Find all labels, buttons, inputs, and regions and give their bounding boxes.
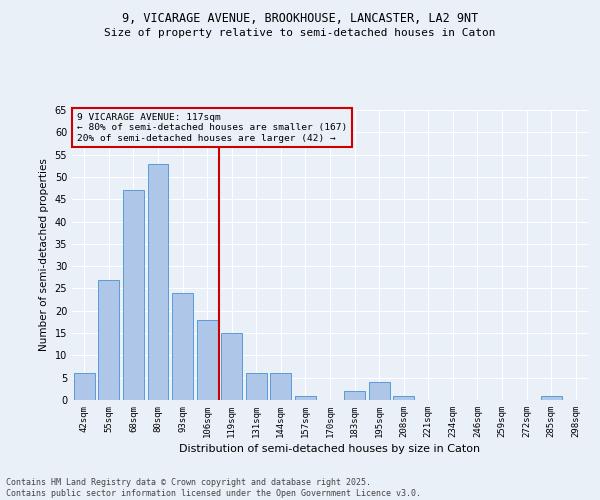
Bar bbox=[123, 190, 144, 400]
Bar bbox=[344, 391, 365, 400]
Bar bbox=[148, 164, 169, 400]
Y-axis label: Number of semi-detached properties: Number of semi-detached properties bbox=[39, 158, 49, 352]
Text: Size of property relative to semi-detached houses in Caton: Size of property relative to semi-detach… bbox=[104, 28, 496, 38]
Bar bbox=[541, 396, 562, 400]
Text: 9 VICARAGE AVENUE: 117sqm
← 80% of semi-detached houses are smaller (167)
20% of: 9 VICARAGE AVENUE: 117sqm ← 80% of semi-… bbox=[77, 113, 347, 142]
Bar bbox=[393, 396, 414, 400]
Bar bbox=[172, 293, 193, 400]
Text: Contains HM Land Registry data © Crown copyright and database right 2025.
Contai: Contains HM Land Registry data © Crown c… bbox=[6, 478, 421, 498]
X-axis label: Distribution of semi-detached houses by size in Caton: Distribution of semi-detached houses by … bbox=[179, 444, 481, 454]
Bar bbox=[74, 373, 95, 400]
Bar bbox=[368, 382, 389, 400]
Bar bbox=[98, 280, 119, 400]
Bar bbox=[221, 333, 242, 400]
Text: 9, VICARAGE AVENUE, BROOKHOUSE, LANCASTER, LA2 9NT: 9, VICARAGE AVENUE, BROOKHOUSE, LANCASTE… bbox=[122, 12, 478, 26]
Bar bbox=[295, 396, 316, 400]
Bar bbox=[197, 320, 218, 400]
Bar bbox=[246, 373, 267, 400]
Bar bbox=[271, 373, 292, 400]
